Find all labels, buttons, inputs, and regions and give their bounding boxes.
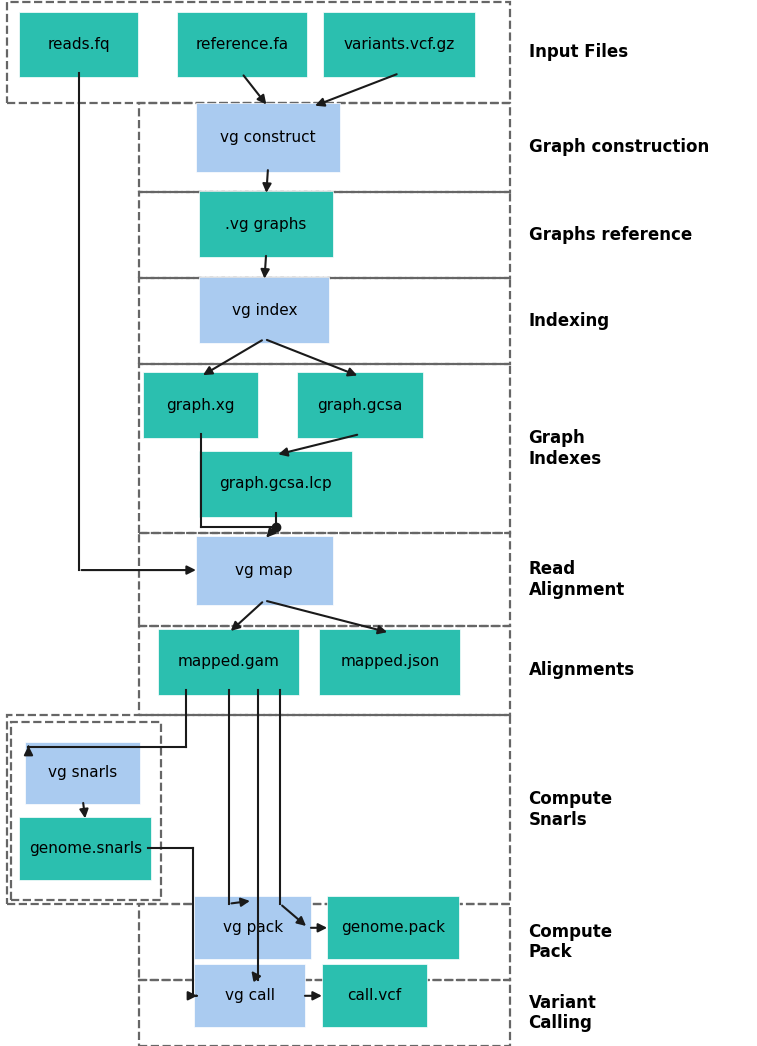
- Bar: [139, 192, 510, 278]
- FancyBboxPatch shape: [158, 629, 299, 695]
- Bar: [139, 980, 510, 1046]
- FancyBboxPatch shape: [20, 817, 151, 880]
- Text: Graph
Indexes: Graph Indexes: [528, 429, 602, 469]
- Text: Alignments: Alignments: [528, 661, 635, 680]
- FancyBboxPatch shape: [199, 191, 333, 257]
- Text: Graphs reference: Graphs reference: [528, 226, 692, 245]
- FancyBboxPatch shape: [195, 964, 305, 1027]
- Bar: [8, 715, 510, 904]
- Text: reads.fq: reads.fq: [48, 37, 110, 52]
- FancyBboxPatch shape: [177, 12, 307, 77]
- Bar: [139, 626, 510, 715]
- Text: mapped.gam: mapped.gam: [178, 654, 279, 669]
- FancyBboxPatch shape: [319, 629, 460, 695]
- Text: vg construct: vg construct: [220, 130, 316, 144]
- FancyBboxPatch shape: [327, 896, 459, 959]
- Text: Variant
Calling: Variant Calling: [528, 994, 597, 1032]
- Text: graph.gcsa.lcp: graph.gcsa.lcp: [220, 476, 332, 492]
- Text: call.vcf: call.vcf: [347, 988, 401, 1003]
- Text: vg index: vg index: [232, 302, 297, 318]
- Bar: [11, 722, 161, 900]
- Text: vg call: vg call: [225, 988, 275, 1003]
- Text: Input Files: Input Files: [528, 43, 628, 62]
- Text: variants.vcf.gz: variants.vcf.gz: [344, 37, 455, 52]
- FancyBboxPatch shape: [143, 372, 258, 438]
- Text: vg snarls: vg snarls: [48, 766, 117, 780]
- FancyBboxPatch shape: [196, 536, 333, 605]
- FancyBboxPatch shape: [323, 12, 475, 77]
- Text: vg map: vg map: [235, 563, 293, 577]
- Text: genome.pack: genome.pack: [341, 920, 445, 935]
- Bar: [139, 278, 510, 364]
- Text: vg pack: vg pack: [223, 920, 283, 935]
- Text: Compute
Snarls: Compute Snarls: [528, 790, 612, 829]
- Text: Graph construction: Graph construction: [528, 138, 709, 157]
- Text: graph.xg: graph.xg: [167, 397, 235, 413]
- FancyBboxPatch shape: [199, 277, 329, 343]
- Text: Indexing: Indexing: [528, 312, 609, 331]
- Bar: [139, 103, 510, 192]
- FancyBboxPatch shape: [322, 964, 427, 1027]
- Text: Read
Alignment: Read Alignment: [528, 560, 625, 599]
- FancyBboxPatch shape: [196, 103, 341, 172]
- Text: reference.fa: reference.fa: [195, 37, 288, 52]
- FancyBboxPatch shape: [199, 451, 352, 517]
- Text: genome.snarls: genome.snarls: [29, 841, 142, 856]
- FancyBboxPatch shape: [195, 896, 311, 959]
- Bar: [139, 364, 510, 533]
- Text: mapped.json: mapped.json: [341, 654, 440, 669]
- FancyBboxPatch shape: [297, 372, 423, 438]
- Text: Compute
Pack: Compute Pack: [528, 923, 612, 961]
- Text: .vg graphs: .vg graphs: [226, 217, 307, 232]
- Bar: [139, 533, 510, 626]
- Text: graph.gcsa: graph.gcsa: [317, 397, 403, 413]
- Bar: [139, 904, 510, 980]
- Bar: [8, 2, 510, 103]
- FancyBboxPatch shape: [20, 12, 138, 77]
- FancyBboxPatch shape: [26, 742, 140, 804]
